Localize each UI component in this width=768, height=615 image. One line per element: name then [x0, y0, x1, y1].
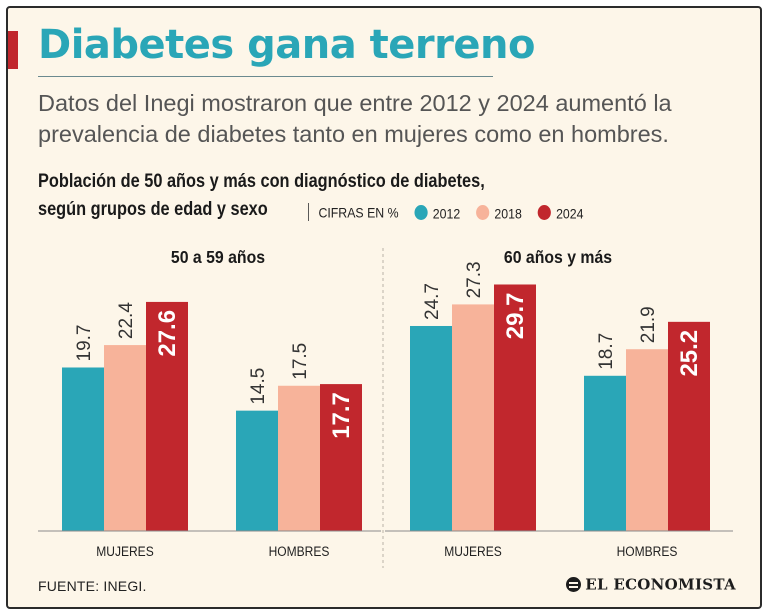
legend-swatch-2018: [475, 205, 490, 221]
bar-50-59-hombres-2018: [278, 385, 320, 531]
group-label-50-59: 50 a 59 años: [171, 247, 265, 267]
bar-60-plus-hombres-2024: [668, 321, 710, 531]
bar-60-plus-mujeres-2018: [452, 304, 494, 531]
legend-label-2018: 2018: [494, 204, 522, 221]
value-label-50-59-mujeres-2012: 19.7: [74, 325, 95, 362]
legend-item-2018: 2018: [475, 204, 522, 221]
value-label-60-plus-mujeres-2024: 29.7: [502, 292, 529, 339]
category-label-50-59-mujeres: MUJERES: [96, 543, 154, 559]
units-label: CIFRAS EN %: [318, 204, 399, 221]
legend-item-2024: 2024: [537, 204, 584, 221]
legend-swatch-2012: [414, 205, 428, 221]
chart-title-line-2: según grupos de edad y sexo: [38, 199, 268, 220]
value-label-60-plus-hombres-2024: 25.2: [676, 330, 703, 377]
bar-50-59-hombres-2012: [236, 410, 278, 531]
bar-50-59-mujeres-2012: [62, 367, 104, 531]
brand-logo-icon: [566, 576, 582, 592]
subtitle-line-1: Datos del Inegi mostraron que entre 2012…: [38, 90, 672, 116]
bar-60-plus-mujeres-2024: [494, 284, 536, 531]
value-label-50-59-mujeres-2018: 22.4: [116, 302, 137, 339]
legend-swatch-2024: [537, 205, 551, 221]
bar-60-plus-mujeres-2012: [410, 325, 452, 531]
legend-item-2012: 2012: [414, 204, 460, 221]
value-label-60-plus-mujeres-2012: 24.7: [422, 283, 443, 320]
bar-60-plus-hombres-2018: [626, 349, 668, 531]
value-label-60-plus-mujeres-2018: 27.3: [464, 261, 485, 298]
subtitle: Datos del Inegi mostraron que entre 2012…: [38, 88, 738, 150]
infographic-card: Diabetes gana terreno Datos del Inegi mo…: [6, 6, 762, 609]
legend-separator: [308, 203, 309, 222]
title-divider: [38, 76, 493, 77]
value-label-50-59-mujeres-2024: 27.6: [154, 310, 181, 357]
value-label-50-59-hombres-2018: 17.5: [290, 343, 311, 380]
group-label-60-plus: 60 años y más: [504, 247, 612, 267]
value-label-60-plus-hombres-2012: 18.7: [596, 333, 617, 370]
subtitle-line-2: prevalencia de diabetes tanto en mujeres…: [38, 121, 669, 147]
bar-50-59-mujeres-2018: [104, 345, 146, 531]
title-accent-bar: [8, 31, 18, 69]
bar-50-59-hombres-2024: [320, 384, 362, 531]
category-label-60-plus-hombres: HOMBRES: [617, 543, 678, 559]
value-label-60-plus-hombres-2018: 21.9: [638, 306, 659, 343]
value-label-50-59-hombres-2024: 17.7: [328, 392, 355, 439]
source-note: FUENTE: INEGI.: [38, 578, 147, 594]
bar-chart: 50 a 59 años 19.7 22.4 27.6 MUJERES 14.5 17.5 1…: [38, 247, 733, 568]
bar-50-59-mujeres-2024: [146, 301, 188, 531]
page-title: Diabetes gana terreno: [38, 22, 535, 68]
bar-60-plus-hombres-2012: [584, 375, 626, 531]
legend-row: CIFRAS EN % 2012 2018 2024: [308, 203, 583, 225]
category-label-60-plus-mujeres: MUJERES: [444, 543, 502, 559]
brand: EL ECONOMISTA: [566, 575, 736, 593]
brand-name: EL ECONOMISTA: [585, 575, 736, 594]
legend-label-2024: 2024: [556, 204, 584, 221]
chart-title-line-1: Población de 50 años y más con diagnósti…: [38, 171, 485, 192]
category-label-50-59-hombres: HOMBRES: [269, 543, 330, 559]
value-label-50-59-hombres-2012: 14.5: [248, 368, 269, 405]
legend-label-2012: 2012: [432, 204, 461, 221]
